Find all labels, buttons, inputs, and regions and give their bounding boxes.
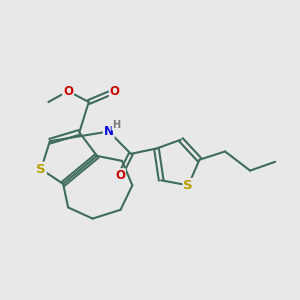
- Text: O: O: [63, 85, 73, 98]
- Text: O: O: [110, 85, 120, 98]
- Text: S: S: [184, 179, 193, 192]
- Text: O: O: [115, 169, 125, 182]
- Text: S: S: [36, 163, 46, 176]
- Text: N: N: [104, 125, 114, 138]
- Text: H: H: [112, 120, 120, 130]
